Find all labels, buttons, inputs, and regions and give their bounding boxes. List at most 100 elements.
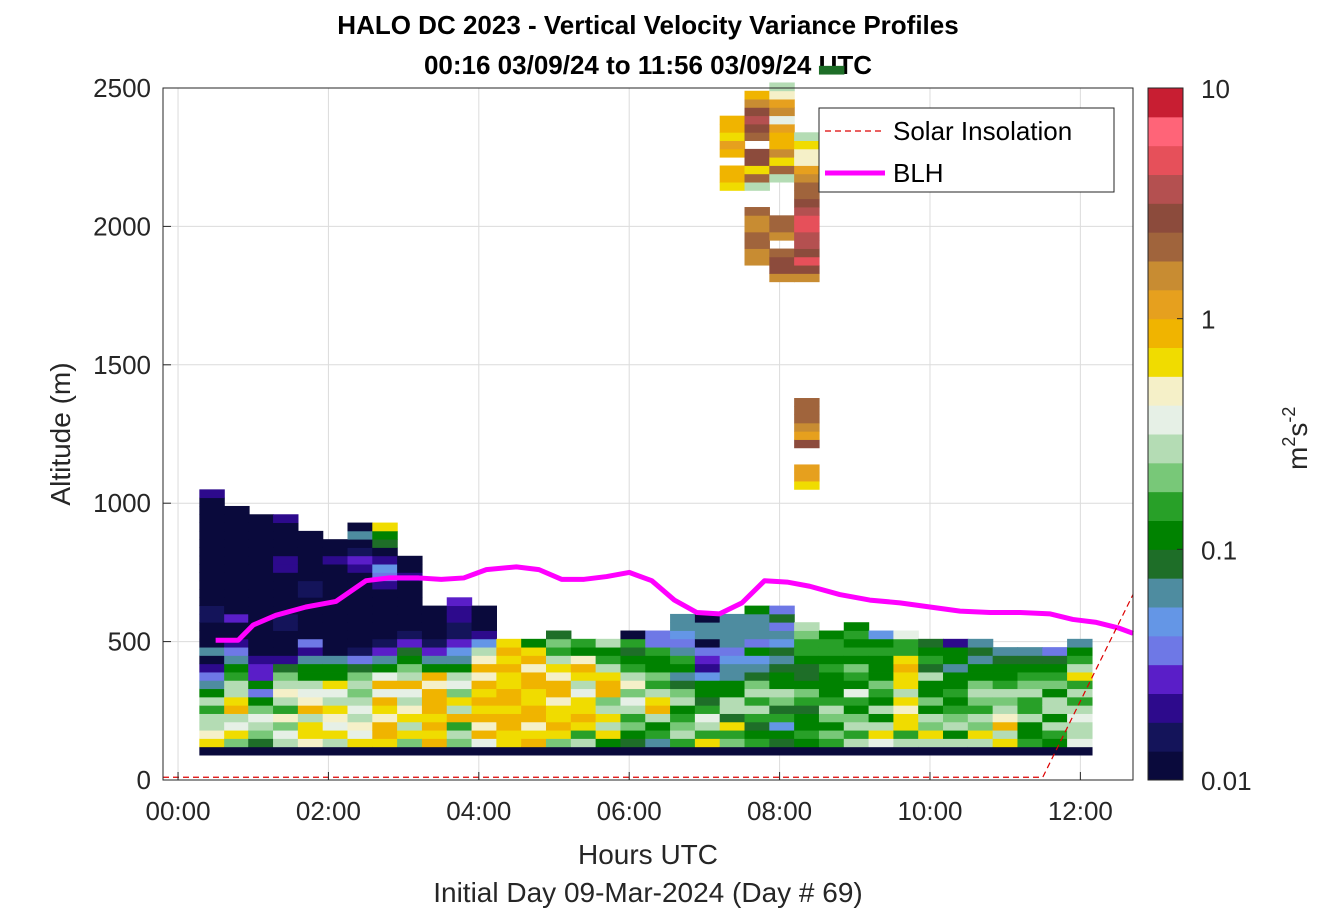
variance-cell-30-10: [943, 663, 969, 673]
variance-cell-1-9: [224, 672, 250, 681]
variance-cell-33-2: [1017, 730, 1043, 739]
variance-cell-24-71: [794, 157, 820, 166]
variance-cell-22-62: [744, 231, 770, 241]
colorbar-segment-8: [1148, 520, 1183, 550]
variance-cell-33-12: [1017, 647, 1043, 656]
variance-cell-13-11: [521, 655, 547, 665]
variance-cell-30-12: [943, 647, 969, 656]
variance-cell-5-9: [322, 672, 349, 681]
variance-cell-2-16: [248, 613, 274, 623]
variance-cell-25-1: [818, 738, 845, 748]
variance-cell-26-6: [843, 696, 870, 706]
variance-cell-10-15: [446, 622, 473, 631]
y-tick-label-2: 1000: [93, 488, 151, 518]
variance-cell-3-13: [273, 638, 299, 648]
variance-cell-20-12: [694, 647, 721, 656]
variance-cell-20-2: [694, 730, 721, 739]
variance-cell-23-71: [769, 157, 795, 166]
variance-cell-25-5: [818, 705, 845, 714]
variance-cell-15-13: [570, 638, 597, 648]
variance-cell-6-23: [347, 555, 373, 565]
variance-cell-18-8: [645, 680, 671, 690]
variance-cell-19-2: [670, 730, 696, 739]
variance-cell-4-22: [297, 564, 324, 573]
variance-cell-0-8: [199, 680, 225, 690]
variance-cell-23-5: [769, 705, 795, 714]
variance-cell-9-12: [421, 647, 448, 656]
variance-cell-14-14: [545, 630, 572, 640]
variance-cell-11-8: [471, 680, 497, 690]
variance-cell-8-18: [397, 597, 423, 607]
variance-cell-14-7: [545, 688, 572, 698]
variance-cell-16-2: [595, 730, 622, 739]
variance-cell-0-10: [199, 663, 225, 673]
variance-cell-23-70: [769, 165, 795, 175]
variance-cell-2-13: [248, 638, 274, 648]
variance-cell-3-16: [273, 613, 299, 623]
variance-cell-1-27: [224, 522, 250, 532]
variance-cell-33-9: [1017, 672, 1043, 681]
variance-cell-7-20: [372, 580, 398, 590]
variance-cell-16-10: [595, 663, 622, 673]
variance-cell-0-7: [199, 688, 225, 698]
variance-cell-7-7: [372, 688, 398, 698]
variance-cell-2-7: [248, 688, 274, 698]
colorbar-segment-23: [1148, 88, 1183, 118]
variance-cell-1-13: [224, 638, 250, 648]
variance-cell-2-2: [248, 730, 274, 739]
variance-cell-26-1: [843, 738, 870, 748]
variance-cell-0-30: [199, 497, 225, 507]
variance-cell-26-5: [843, 705, 870, 714]
variance-cell-24-15: [794, 622, 820, 631]
variance-cell-9-16: [421, 613, 448, 623]
variance-cell-14-0: [545, 746, 572, 756]
variance-cell-0-27: [199, 522, 225, 532]
variance-cell-2-3: [248, 721, 274, 731]
variance-cell-23-62: [769, 231, 795, 241]
variance-cell-33-11: [1017, 655, 1043, 665]
variance-cell-20-16: [694, 613, 721, 623]
variance-cell-24-11: [794, 655, 820, 665]
variance-cell-4-11: [297, 655, 324, 665]
variance-cell-6-25: [347, 539, 373, 548]
variance-cell-29-5: [918, 705, 944, 714]
variance-cell-23-1: [769, 738, 795, 748]
variance-cell-3-3: [273, 721, 299, 731]
variance-cell-7-6: [372, 696, 398, 706]
variance-cell-12-0: [496, 746, 522, 756]
variance-cell-32-7: [992, 688, 1019, 698]
variance-cell-10-6: [446, 696, 473, 706]
variance-cell-22-75: [744, 123, 770, 133]
variance-cell-8-14: [397, 630, 423, 640]
variance-cell-24-33: [794, 472, 820, 482]
variance-cell-27-2: [868, 730, 895, 739]
variance-cell-13-13: [521, 638, 547, 648]
variance-cell-31-10: [967, 663, 994, 673]
variance-cell-21-15: [719, 622, 746, 631]
variance-cell-12-1: [496, 738, 522, 748]
variance-cell-30-8: [943, 680, 969, 690]
variance-cell-8-11: [397, 655, 423, 665]
variance-cell-24-13: [794, 638, 820, 648]
variance-cell-23-64: [769, 215, 795, 225]
variance-cell-2-24: [248, 547, 274, 557]
variance-cell-23-69: [769, 173, 795, 183]
variance-cell-17-7: [620, 688, 646, 698]
variance-cell-7-12: [372, 647, 398, 656]
variance-cell-20-9: [694, 672, 721, 681]
variance-cell-10-0: [446, 746, 473, 756]
variance-cell-25-2: [818, 730, 845, 739]
variance-cell-31-12: [967, 647, 994, 656]
variance-cell-27-4: [868, 713, 895, 723]
variance-cell-7-25: [372, 539, 398, 548]
variance-cell-8-16: [397, 613, 423, 623]
variance-cell-28-12: [893, 647, 919, 656]
legend-label-solar-insolation: Solar Insolation: [893, 116, 1072, 146]
variance-cell-22-8: [744, 680, 770, 690]
variance-cell-27-1: [868, 738, 895, 748]
variance-cell-24-32: [794, 481, 820, 490]
variance-cell-17-4: [620, 713, 646, 723]
variance-cell-7-3: [372, 721, 398, 731]
x-tick-label-1: 02:00: [296, 796, 361, 826]
variance-cell-23-9: [769, 672, 795, 681]
